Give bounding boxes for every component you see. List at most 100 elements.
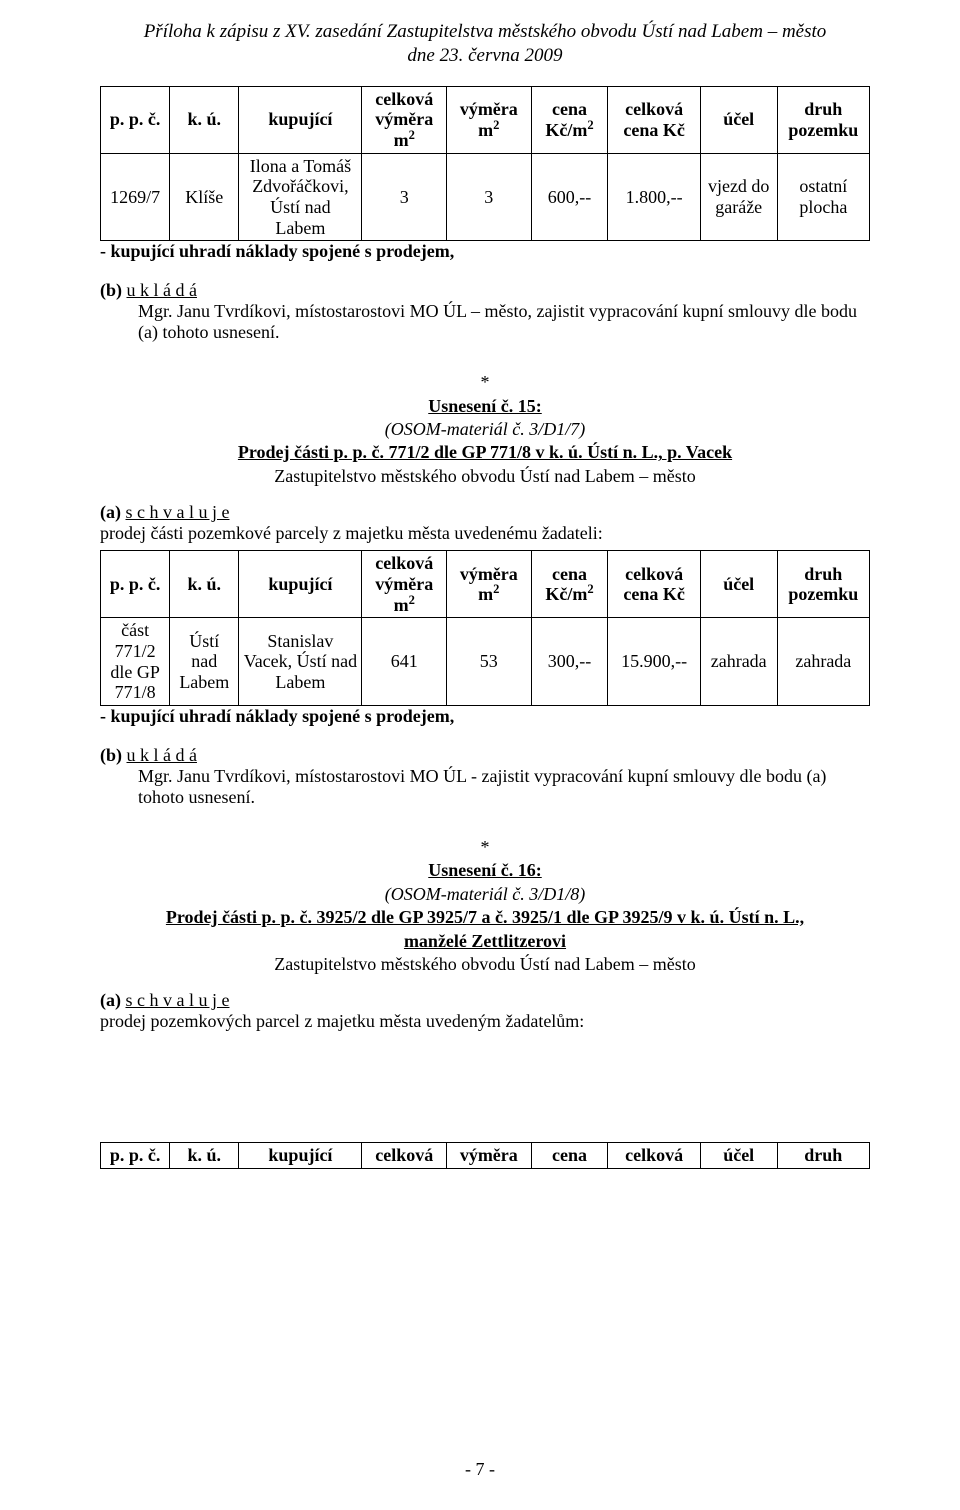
th-celkova-cena: celková cena Kč (608, 86, 700, 153)
section-a-body: prodej části pozemkové parcely z majetku… (100, 523, 870, 544)
prodej-line-1: Prodej části p. p. č. 3925/2 dle GP 3925… (100, 906, 870, 929)
star: * (100, 836, 870, 859)
osom-line: (OSOM-materiál č. 3/D1/7) (100, 418, 870, 441)
page-header: Příloha k zápisu z XV. zasedání Zastupit… (100, 20, 870, 68)
td-ppc: 1269/7 (101, 153, 170, 241)
header-line-2: dne 23. června 2009 (100, 44, 870, 68)
sup-2: 2 (409, 593, 415, 607)
th-ppc: p. p. č. (101, 1143, 170, 1169)
table-row: 1269/7 Klíše Ilona a Tomáš Zdvořáčkovi, … (101, 153, 870, 241)
header-line-1: Příloha k zápisu z XV. zasedání Zastupit… (100, 20, 870, 44)
td-celkova-vymera: 641 (362, 618, 447, 706)
section-a-2: (a) s c h v a l u j e prodej pozemkových… (100, 990, 870, 1032)
spacer (100, 1032, 870, 1142)
td-celkova-vymera: 3 (362, 153, 447, 241)
td-cena-kcm2: 600,-- (531, 153, 608, 241)
page-number: - 7 - (465, 1459, 495, 1479)
sup-2: 2 (409, 128, 415, 142)
td-druh: ostatní plocha (777, 153, 869, 241)
zast-line: Zastupitelstvo městského obvodu Ústí nad… (100, 953, 870, 976)
td-ku: Klíše (170, 153, 239, 241)
section-b-2: (b) u k l á d á Mgr. Janu Tvrdíkovi, mís… (100, 745, 870, 808)
th-ku: k. ú. (170, 1143, 239, 1169)
th-celkova-vymera: celková výměra m2 (362, 551, 447, 618)
th-druh: druh pozemku (777, 86, 869, 153)
resolution-15: * Usnesení č. 15: (OSOM-materiál č. 3/D1… (100, 371, 870, 488)
th-vymera: výměra m2 (447, 551, 532, 618)
uklada: u k l á d á (127, 280, 197, 300)
resolution-title: Usnesení č. 16: (100, 859, 870, 882)
td-celkova-cena: 1.800,-- (608, 153, 700, 241)
resolution-16: * Usnesení č. 16: (OSOM-materiál č. 3/D1… (100, 836, 870, 976)
section-a-body: prodej pozemkových parcel z majetku měst… (100, 1011, 870, 1032)
th-kupujici: kupující (239, 1143, 362, 1169)
prodej-line: Prodej části p. p. č. 771/2 dle GP 771/8… (100, 441, 870, 464)
th-celkova-vymera: celková výměra m2 (362, 86, 447, 153)
document-page: Příloha k zápisu z XV. zasedání Zastupit… (0, 0, 960, 1510)
table-row: p. p. č. k. ú. kupující celková výměra c… (101, 1143, 870, 1169)
td-ku: Ústí nad Labem (170, 618, 239, 706)
th-text: výměra m (460, 99, 518, 140)
th-text: cena Kč/m (545, 99, 587, 140)
th-kupujici: kupující (239, 551, 362, 618)
section-a-1: (a) s c h v a l u j e prodej části pozem… (100, 502, 870, 544)
th-celkova-cena: celková cena Kč (608, 551, 700, 618)
th-text: výměra m (460, 564, 518, 605)
th-ucel: účel (700, 551, 777, 618)
table-2: p. p. č. k. ú. kupující celková výměra m… (100, 550, 870, 706)
th-ku: k. ú. (170, 86, 239, 153)
th-cena: cena (531, 1143, 608, 1169)
section-b-1: (b) u k l á d á Mgr. Janu Tvrdíkovi, mís… (100, 280, 870, 343)
after-table-note-1: - kupující uhradí náklady spojené s prod… (100, 241, 870, 262)
resolution-title: Usnesení č. 15: (100, 395, 870, 418)
td-ucel: vjezd do garáže (700, 153, 777, 241)
td-cena-kcm2: 300,-- (531, 618, 608, 706)
th-cena-kcm2: cena Kč/m2 (531, 86, 608, 153)
star: * (100, 371, 870, 394)
table-3: p. p. č. k. ú. kupující celková výměra c… (100, 1142, 870, 1169)
th-ku: k. ú. (170, 551, 239, 618)
th-celkova: celková (362, 1143, 447, 1169)
sup-2: 2 (587, 582, 593, 596)
td-vymera: 53 (447, 618, 532, 706)
uklada: u k l á d á (127, 745, 197, 765)
th-ucel: účel (700, 1143, 777, 1169)
label-b: (b) (100, 280, 127, 300)
th-vymera: výměra m2 (447, 86, 532, 153)
sup-2: 2 (493, 118, 499, 132)
zast-line: Zastupitelstvo městského obvodu Ústí nad… (100, 465, 870, 488)
td-ucel: zahrada (700, 618, 777, 706)
th-ppc: p. p. č. (101, 551, 170, 618)
table-row: část 771/2 dle GP 771/8 Ústí nad Labem S… (101, 618, 870, 706)
prodej-line-2: manželé Zettlitzerovi (100, 930, 870, 953)
th-druh: druh pozemku (777, 551, 869, 618)
td-kupujici: Stanislav Vacek, Ústí nad Labem (239, 618, 362, 706)
table-1: p. p. č. k. ú. kupující celková výměra m… (100, 86, 870, 242)
th-kupujici: kupující (239, 86, 362, 153)
osom-line: (OSOM-materiál č. 3/D1/8) (100, 883, 870, 906)
after-table-note-2: - kupující uhradí náklady spojené s prod… (100, 706, 870, 727)
table-row: p. p. č. k. ú. kupující celková výměra m… (101, 86, 870, 153)
th-cena-kcm2: cena Kč/m2 (531, 551, 608, 618)
th-ppc: p. p. č. (101, 86, 170, 153)
th-druh: druh (777, 1143, 869, 1169)
td-vymera: 3 (447, 153, 532, 241)
sup-2: 2 (587, 118, 593, 132)
th-vymera: výměra (447, 1143, 532, 1169)
th-text: celková výměra m (375, 553, 433, 614)
label-a: (a) (100, 990, 126, 1010)
label-a: (a) (100, 502, 126, 522)
sup-2: 2 (493, 582, 499, 596)
section-b-body: Mgr. Janu Tvrdíkovi, místostarostovi MO … (100, 766, 870, 808)
th-ucel: účel (700, 86, 777, 153)
td-ppc: část 771/2 dle GP 771/8 (101, 618, 170, 706)
th-celkova2: celková (608, 1143, 700, 1169)
page-footer: - 7 - (0, 1459, 960, 1480)
section-b-body: Mgr. Janu Tvrdíkovi, místostarostovi MO … (100, 301, 870, 343)
th-text: celková výměra m (375, 89, 433, 150)
td-celkova-cena: 15.900,-- (608, 618, 700, 706)
td-kupujici: Ilona a Tomáš Zdvořáčkovi, Ústí nad Labe… (239, 153, 362, 241)
td-druh: zahrada (777, 618, 869, 706)
label-b: (b) (100, 745, 127, 765)
th-text: cena Kč/m (545, 564, 587, 605)
